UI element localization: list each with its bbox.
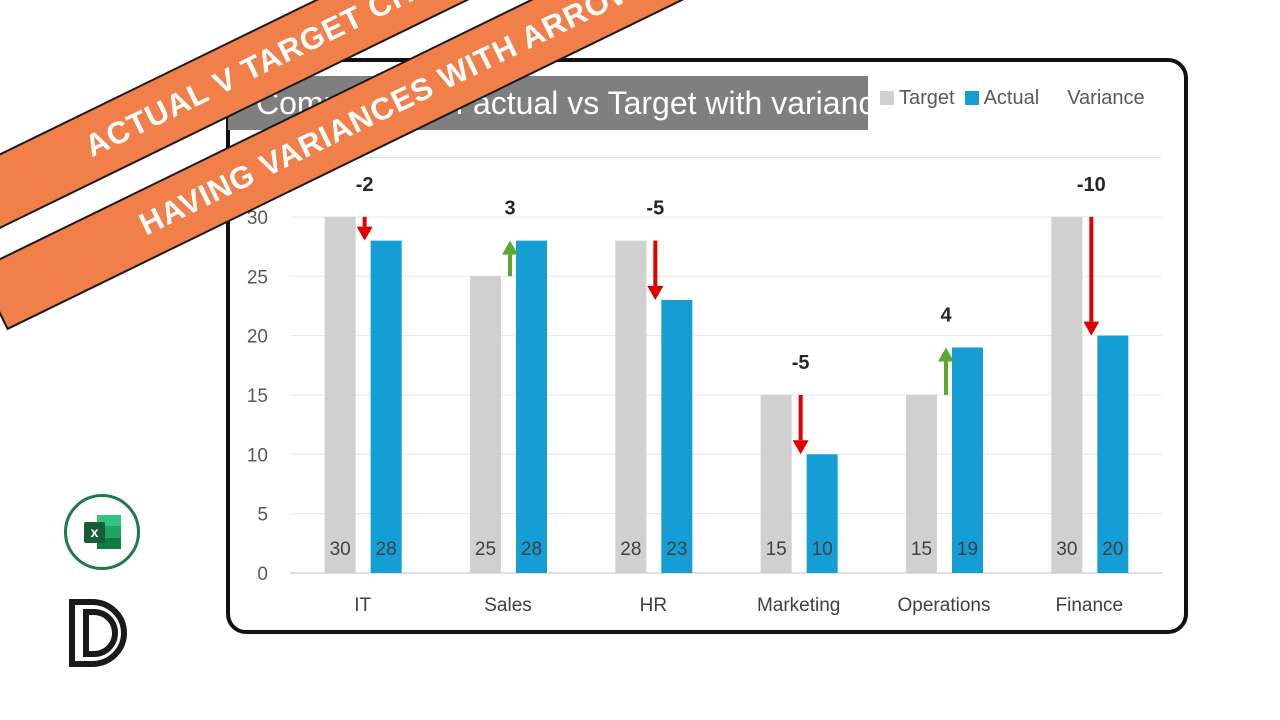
bar-actual xyxy=(661,299,693,573)
excel-logo-icon: x xyxy=(64,494,140,570)
data-label-actual: 10 xyxy=(812,539,833,560)
legend-item-actual: Actual xyxy=(964,86,1040,110)
labels: 0 5 10 15 20 25 30 30 28 IT -2 25 28 Sales 3 28 23 HR -5 15… xyxy=(247,174,1124,616)
category-label: Finance xyxy=(1056,595,1124,616)
svg-text:x: x xyxy=(91,524,99,540)
data-label-target: 15 xyxy=(911,539,932,560)
data-label-actual: 19 xyxy=(957,539,978,560)
variance-arrow-head xyxy=(1083,321,1100,336)
bar-actual xyxy=(952,347,983,573)
bar-target xyxy=(760,394,792,573)
legend-swatch-target xyxy=(880,91,894,105)
bar-actual xyxy=(806,454,838,573)
data-label-actual: 28 xyxy=(376,539,397,560)
y-tick-label: 30 xyxy=(247,208,268,229)
legend-swatch-actual xyxy=(964,91,979,105)
legend-label-actual: Actual xyxy=(983,86,1040,109)
bar-target xyxy=(470,276,501,573)
variance-arrow-head xyxy=(502,240,518,255)
data-label-actual: 28 xyxy=(521,539,542,560)
data-label-target: 28 xyxy=(620,539,641,560)
bar-target xyxy=(1051,216,1083,573)
data-label-target: 30 xyxy=(1056,539,1077,560)
bars xyxy=(324,216,1129,573)
legend: Target Actual Variance xyxy=(880,86,1155,110)
y-tick-label: 20 xyxy=(247,327,268,348)
gridlines xyxy=(290,157,1162,574)
category-label: IT xyxy=(354,595,371,616)
bar-target xyxy=(906,394,937,573)
variance-arrow-head xyxy=(938,347,954,362)
legend-item-target: Target xyxy=(880,87,955,110)
variance-arrow-head xyxy=(356,226,373,241)
data-label-actual: 20 xyxy=(1102,539,1123,560)
variance-label: 3 xyxy=(504,198,515,220)
legend-label-target: Target xyxy=(899,86,955,109)
variance-label: 4 xyxy=(940,304,952,326)
variance-label: -2 xyxy=(356,174,374,196)
category-label: Sales xyxy=(484,595,532,616)
bar-actual xyxy=(516,240,547,573)
legend-item-variance: Variance xyxy=(1067,87,1144,110)
category-label: Marketing xyxy=(757,595,840,616)
brand-monogram-icon xyxy=(69,599,127,667)
y-tick-label: 5 xyxy=(257,505,268,526)
variance-arrow-head xyxy=(792,440,809,455)
category-label: HR xyxy=(640,595,667,616)
variance-label: -5 xyxy=(646,198,664,220)
bar-target xyxy=(615,240,647,573)
bar-actual xyxy=(1097,335,1129,573)
y-tick-label: 15 xyxy=(247,386,268,407)
category-label: Operations xyxy=(898,595,991,616)
variance-label: -5 xyxy=(792,352,810,374)
variance-arrow-head xyxy=(647,285,664,300)
data-label-target: 30 xyxy=(330,539,351,560)
y-tick-label: 10 xyxy=(247,445,268,466)
bar-actual xyxy=(370,240,402,573)
variance-label: -10 xyxy=(1077,174,1106,196)
data-label-target: 25 xyxy=(475,539,496,560)
y-tick-label: 25 xyxy=(247,267,268,288)
y-tick-label: 0 xyxy=(257,564,268,585)
legend-label-variance: Variance xyxy=(1067,86,1145,109)
bar-target xyxy=(324,216,356,573)
variance-arrows xyxy=(356,216,1100,455)
data-label-actual: 23 xyxy=(666,539,687,560)
data-label-target: 15 xyxy=(766,539,787,560)
